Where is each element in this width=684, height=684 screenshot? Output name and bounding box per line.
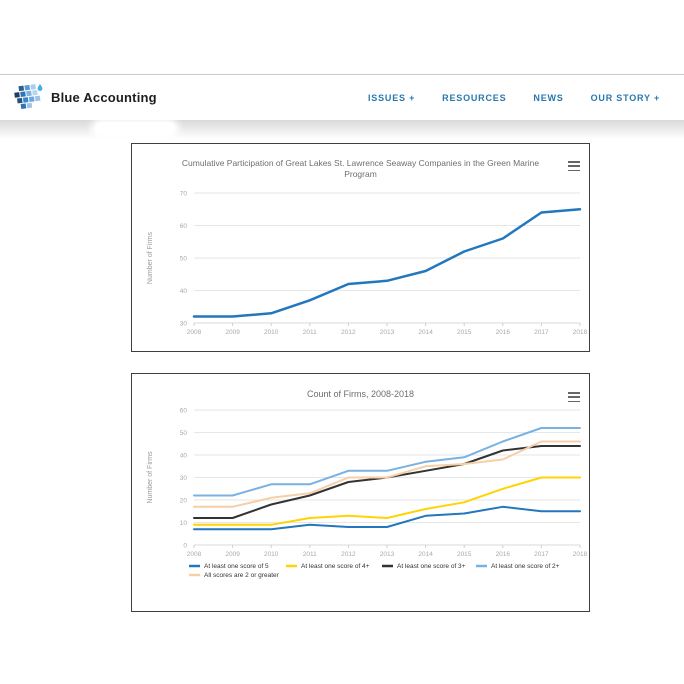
svg-text:2014: 2014 [418,329,433,336]
svg-text:2018: 2018 [573,551,588,558]
chart-title: Count of Firms, 2008-2018 [306,389,415,399]
svg-text:50: 50 [180,256,188,263]
logo[interactable]: Blue Accounting [14,83,157,113]
chart-title: Cumulative Participation of Great Lakes … [181,158,540,180]
svg-text:2012: 2012 [341,329,356,336]
svg-text:40: 40 [180,288,188,295]
svg-text:At least one score of 3+: At least one score of 3+ [397,563,466,570]
svg-text:2016: 2016 [496,329,511,336]
main-nav: ISSUES + RESOURCES NEWS OUR STORY + [368,93,660,103]
svg-text:30: 30 [180,321,188,328]
top-divider [0,74,684,75]
logo-text: Blue Accounting [51,90,157,105]
svg-text:2009: 2009 [225,329,240,336]
svg-text:2010: 2010 [264,329,279,336]
svg-text:30: 30 [180,475,188,482]
svg-text:2017: 2017 [534,329,549,336]
svg-text:2010: 2010 [264,551,279,558]
svg-text:2011: 2011 [303,329,317,336]
svg-text:0: 0 [183,543,187,550]
svg-text:At least one score of 2+: At least one score of 2+ [491,563,560,570]
svg-text:2017: 2017 [534,551,549,558]
nav-item-resources[interactable]: RESOURCES [442,92,507,103]
nav-item-our-story[interactable]: OUR STORY + [590,92,660,103]
svg-text:All scores are 2 or greater: All scores are 2 or greater [204,572,280,579]
svg-text:50: 50 [180,430,188,437]
svg-text:2011: 2011 [303,551,317,558]
svg-text:70: 70 [180,191,188,198]
svg-text:Number of Firms: Number of Firms [147,451,154,504]
nav-item-news[interactable]: NEWS [533,92,564,103]
svg-text:10: 10 [180,520,188,527]
svg-text:2012: 2012 [341,551,356,558]
svg-text:60: 60 [180,223,188,230]
svg-text:60: 60 [180,408,188,415]
count-of-firms-chart: 0 10 20 30 40 50 60 2008 2009 2010 2011 2012 2013 201… [147,408,588,580]
svg-text:Number of Firms: Number of Firms [147,231,154,284]
svg-text:2009: 2009 [225,551,240,558]
site-header: Blue Accounting ISSUES + RESOURCES NEWS … [0,75,684,120]
svg-text:2018: 2018 [573,329,588,336]
chart-card-count-of-firms: Count of Firms, 2008-2018 0 10 20 30 40 50 60 2… [131,373,590,612]
svg-text:2008: 2008 [187,329,202,336]
cumulative-participation-chart: 30 40 50 60 70 2008 2009 2010 2011 2012 2013 2014 20… [147,191,588,337]
chart-context-menu-button[interactable] [568,161,580,171]
svg-text:2014: 2014 [418,551,433,558]
svg-text:2015: 2015 [457,551,472,558]
svg-text:At least one score of 4+: At least one score of 4+ [301,563,370,570]
decorative-pill [95,122,175,135]
svg-text:2016: 2016 [496,551,511,558]
svg-text:2013: 2013 [380,329,395,336]
svg-text:2008: 2008 [187,551,202,558]
svg-text:20: 20 [180,498,188,505]
svg-text:2015: 2015 [457,329,472,336]
svg-text:2013: 2013 [380,551,395,558]
svg-text:At least one score of 5: At least one score of 5 [204,563,269,570]
droplet-icon [37,83,43,91]
logo-icon [14,83,43,109]
nav-item-issues[interactable]: ISSUES + [368,92,416,103]
chart-context-menu-button[interactable] [568,392,580,402]
chart-card-cumulative-participation: Cumulative Participation of Great Lakes … [131,143,590,352]
svg-text:40: 40 [180,453,188,460]
